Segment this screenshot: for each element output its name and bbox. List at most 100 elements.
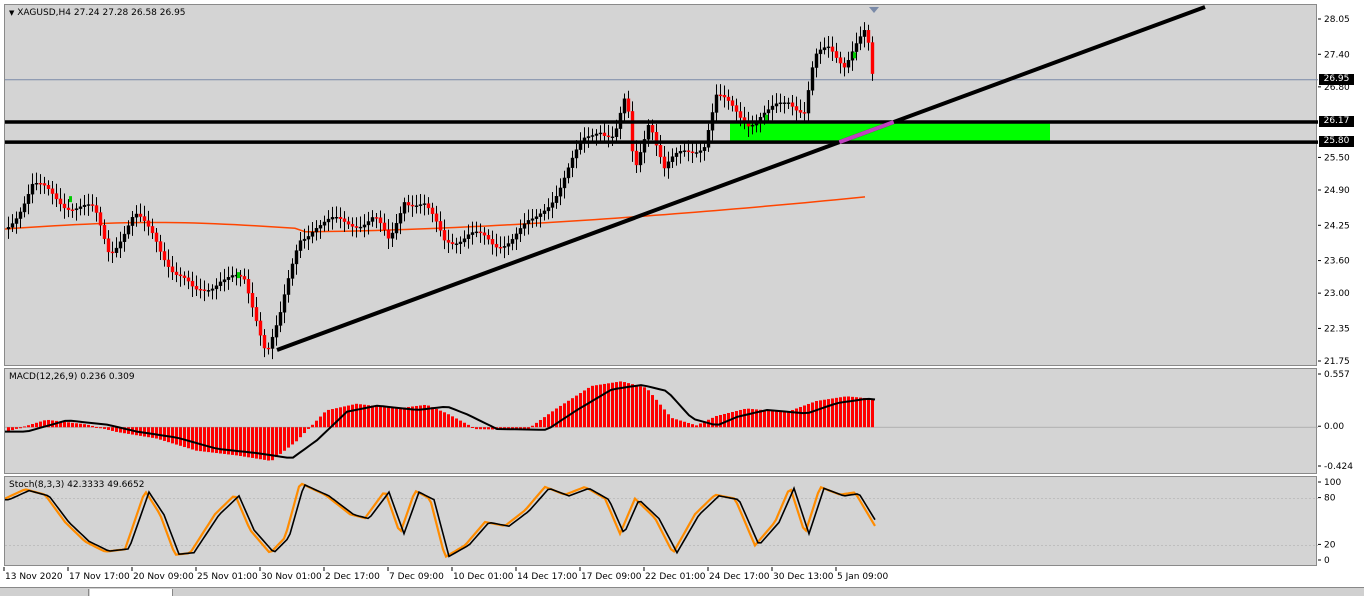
price-axis[interactable]: 28.05 27.40 26.80 25.50 24.90 24.25 23.60 23.00… bbox=[1318, 0, 1364, 566]
candle bbox=[522, 213, 527, 236]
chart-tab[interactable] bbox=[0, 589, 89, 596]
macd-bar bbox=[303, 427, 306, 434]
candle-body bbox=[690, 151, 695, 154]
candle-body bbox=[426, 203, 431, 209]
candle-body bbox=[770, 105, 775, 110]
macd-bar bbox=[147, 427, 150, 438]
candle bbox=[494, 233, 499, 257]
macd-bar bbox=[195, 427, 198, 451]
candle-body bbox=[450, 242, 455, 245]
candle-body bbox=[118, 241, 123, 249]
candle-body bbox=[322, 221, 327, 226]
candle bbox=[274, 315, 279, 346]
candle bbox=[590, 128, 595, 142]
macd-signal-line bbox=[5, 384, 876, 459]
candle bbox=[718, 84, 723, 101]
macd-bar bbox=[551, 411, 554, 428]
macd-bar bbox=[403, 407, 406, 428]
candle bbox=[146, 210, 151, 236]
candle-body bbox=[506, 243, 511, 247]
candle-body bbox=[190, 280, 195, 287]
macd-bar bbox=[795, 408, 798, 428]
candle-body bbox=[134, 213, 139, 218]
candle bbox=[870, 36, 875, 81]
time-axis[interactable]: 13 Nov 2020 17 Nov 17:00 20 Nov 09:00 25 No… bbox=[0, 567, 1318, 587]
candle-bull-highlight bbox=[853, 52, 856, 59]
macd-bar bbox=[811, 402, 814, 428]
candle-body bbox=[158, 241, 163, 252]
macd-pane[interactable]: MACD(12,26,9) 0.236 0.309 bbox=[4, 368, 1318, 475]
candle bbox=[382, 213, 387, 236]
macd-bar bbox=[555, 408, 558, 428]
macd-bar bbox=[559, 405, 562, 428]
candle bbox=[714, 84, 719, 123]
candle-body bbox=[202, 289, 207, 291]
candle-body bbox=[246, 279, 251, 294]
time-axis-label: 13 Nov 2020 bbox=[5, 572, 63, 582]
candle bbox=[562, 170, 567, 199]
macd-bar bbox=[219, 427, 222, 454]
candle-body bbox=[222, 279, 227, 283]
candle bbox=[418, 194, 423, 214]
candle-body bbox=[206, 290, 211, 292]
trendline-zone-overlap bbox=[838, 120, 895, 145]
candle-body bbox=[638, 152, 643, 166]
price-axis-label: 24.90 bbox=[1324, 186, 1350, 196]
candle bbox=[386, 219, 391, 250]
candle bbox=[802, 101, 807, 123]
candle-body bbox=[258, 320, 263, 336]
price-chart-canvas[interactable] bbox=[5, 5, 1318, 367]
macd-bar bbox=[443, 412, 446, 428]
candle bbox=[390, 222, 395, 247]
candle-body bbox=[86, 204, 91, 206]
macd-bar bbox=[7, 427, 10, 432]
stochastic-pane[interactable]: Stoch(8,3,3) 42.3333 49.6652 bbox=[4, 476, 1318, 567]
macd-bar bbox=[211, 427, 214, 453]
candle bbox=[302, 228, 307, 249]
macd-bar bbox=[63, 421, 66, 428]
candle-body bbox=[230, 275, 235, 278]
candle bbox=[286, 270, 291, 303]
stochastic-canvas[interactable] bbox=[5, 477, 1318, 567]
candle-body bbox=[682, 150, 687, 152]
candle bbox=[806, 81, 811, 124]
macd-bar bbox=[327, 409, 330, 428]
candle-body bbox=[774, 103, 779, 107]
candle-body bbox=[350, 223, 355, 227]
candle-body bbox=[446, 239, 451, 243]
time-axis-label: 17 Dec 09:00 bbox=[581, 572, 642, 582]
macd-bar bbox=[419, 405, 422, 428]
candle bbox=[830, 36, 835, 62]
price-chart-pane[interactable]: ▼ XAGUSD,H4 27.24 27.28 26.58 26.95 bbox=[4, 4, 1318, 367]
candle-body bbox=[250, 292, 255, 308]
macd-bar bbox=[47, 419, 50, 428]
candle bbox=[838, 51, 843, 74]
chart-tab-active[interactable] bbox=[90, 589, 173, 596]
candle bbox=[34, 172, 39, 191]
macd-bar bbox=[263, 427, 266, 460]
candle-body bbox=[514, 233, 519, 240]
candle bbox=[26, 184, 31, 215]
macd-bar bbox=[671, 418, 674, 428]
candle-body bbox=[510, 238, 515, 244]
candle bbox=[722, 85, 727, 108]
candle-body bbox=[166, 259, 171, 267]
candle-body bbox=[654, 132, 659, 146]
candle-body bbox=[486, 235, 491, 240]
macd-bar bbox=[299, 427, 302, 438]
candle bbox=[258, 312, 263, 346]
candle bbox=[866, 24, 871, 51]
candle bbox=[362, 214, 367, 238]
candle-body bbox=[290, 263, 295, 279]
candle-body bbox=[50, 188, 55, 194]
candle-body bbox=[698, 150, 703, 153]
candle bbox=[658, 134, 663, 164]
macd-bar bbox=[631, 384, 634, 428]
candle-body bbox=[98, 212, 103, 226]
candle bbox=[422, 194, 427, 216]
collapse-arrow-icon[interactable]: ▼ bbox=[9, 9, 15, 17]
macd-bar bbox=[611, 382, 614, 428]
candle-body bbox=[130, 217, 135, 226]
macd-canvas[interactable] bbox=[5, 369, 1318, 475]
macd-bar bbox=[723, 413, 726, 428]
